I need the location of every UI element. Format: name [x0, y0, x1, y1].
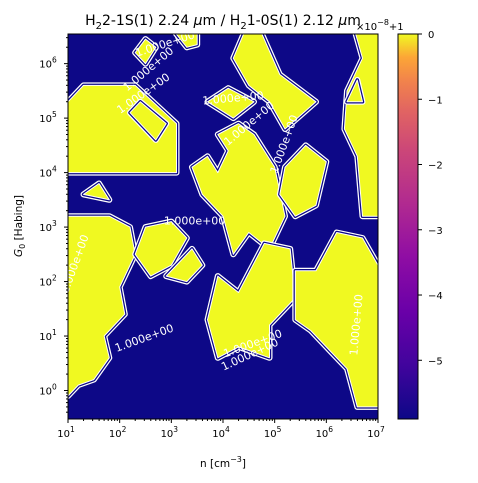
heatmap-high-region [129, 101, 167, 141]
x-axis-ticks: 101 102 103 104 105 106 107 [57, 419, 385, 440]
contour-label: 1.000e+00 [347, 294, 365, 356]
contour-label: 1.000e+00 [202, 89, 264, 107]
colorbar: 0 −1 −2 −3 −4 −5 ×10−8+1 [356, 18, 443, 420]
y-axis-label: G0 [Habing] [13, 195, 27, 257]
heatmap-high-region [165, 248, 203, 283]
heatmap-high-region [134, 38, 157, 65]
colorbar-tick-label: −4 [428, 291, 443, 302]
heatmap-high-region [134, 221, 188, 277]
chart-title: H22-1S(1) 2.24 μm / H21-0S(1) 2.12 μm [85, 13, 361, 32]
heatmap-high-region [232, 34, 317, 130]
heatmap-high-region [68, 215, 136, 397]
x-tick-label: 105 [264, 425, 282, 440]
colorbar-tick-label: −1 [428, 95, 443, 106]
x-tick-label: 103 [161, 425, 179, 440]
y-axis-ticks: 100 101 102 103 104 105 106 [39, 37, 68, 413]
heatmap-high-region [175, 34, 198, 48]
heatmap-high-region [191, 123, 286, 255]
colorbar-ticks: 0 −1 −2 −3 −4 −5 [418, 30, 443, 367]
colorbar-offset-text: ×10−8+1 [356, 18, 404, 33]
y-tick-label: 102 [39, 274, 57, 289]
heatmap-high-region [346, 79, 363, 103]
x-tick-label: 101 [57, 425, 75, 440]
heatmap-high-region [343, 34, 378, 217]
heatmap-plot: 1.000e+001.000e+001.000e+001.000e+001.00… [68, 34, 378, 419]
y-tick-label: 103 [39, 219, 57, 234]
heatmap-high-region [279, 144, 327, 217]
x-tick-label: 102 [109, 425, 127, 440]
x-tick-label: 107 [367, 425, 385, 440]
x-axis-label: n [cm−3] [200, 455, 246, 470]
y-tick-label: 106 [39, 56, 57, 71]
y-tick-label: 101 [39, 328, 57, 343]
x-tick-label: 104 [212, 425, 230, 440]
colorbar-tick-label: −2 [428, 161, 443, 172]
colorbar-tick-label: −3 [428, 226, 443, 237]
colorbar-tick-label: −5 [428, 356, 443, 367]
heatmap-high-region [294, 232, 378, 408]
contour-label: 1.000e+00 [164, 214, 225, 227]
heatmap-high-region [83, 183, 110, 201]
y-tick-label: 104 [39, 165, 57, 180]
y-tick-label: 100 [39, 383, 57, 398]
x-tick-label: 106 [316, 425, 334, 440]
colorbar-gradient [397, 33, 419, 420]
heatmap-high-region [207, 87, 255, 119]
heatmap-high-regions [68, 34, 378, 410]
colorbar-tick-label: 0 [428, 30, 434, 41]
y-tick-label: 105 [39, 110, 57, 125]
